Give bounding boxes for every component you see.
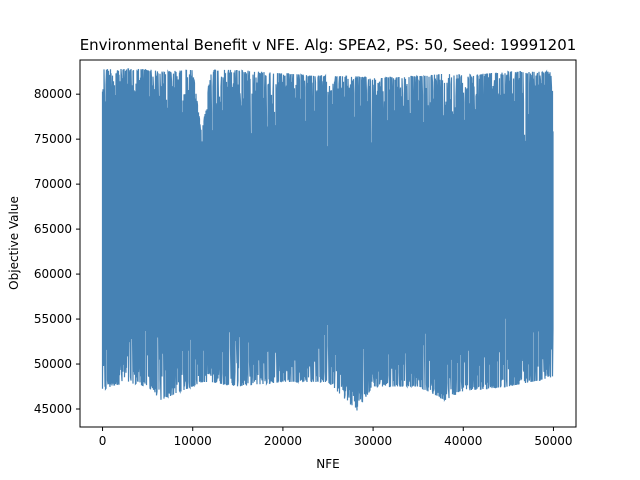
y-axis-label: Objective Value xyxy=(7,196,21,290)
y-tick-label: 75000 xyxy=(34,132,72,146)
y-tick-label: 45000 xyxy=(34,402,72,416)
x-axis: 0 10000 20000 30000 40000 50000 xyxy=(99,427,573,448)
y-tick-label: 50000 xyxy=(34,357,72,371)
x-tick-label: 50000 xyxy=(534,434,572,448)
x-tick-label: 30000 xyxy=(354,434,392,448)
y-tick-label: 55000 xyxy=(34,312,72,326)
y-tick-label: 80000 xyxy=(34,87,72,101)
x-tick-label: 20000 xyxy=(264,434,302,448)
y-tick-label: 65000 xyxy=(34,222,72,236)
x-axis-label: NFE xyxy=(316,457,339,471)
x-tick-label: 10000 xyxy=(174,434,212,448)
plot-frame xyxy=(79,59,577,428)
y-tick-label: 60000 xyxy=(34,267,72,281)
y-tick-label: 70000 xyxy=(34,177,72,191)
x-tick-label: 0 xyxy=(99,434,107,448)
y-axis: 45000 50000 55000 60000 65000 70000 75000 80000 xyxy=(34,87,80,416)
series-line xyxy=(101,68,554,411)
chart-title: Environmental Benefit v NFE. Alg: SPEA2,… xyxy=(80,36,577,54)
series-layer xyxy=(101,68,554,411)
x-tick-label: 40000 xyxy=(444,434,482,448)
